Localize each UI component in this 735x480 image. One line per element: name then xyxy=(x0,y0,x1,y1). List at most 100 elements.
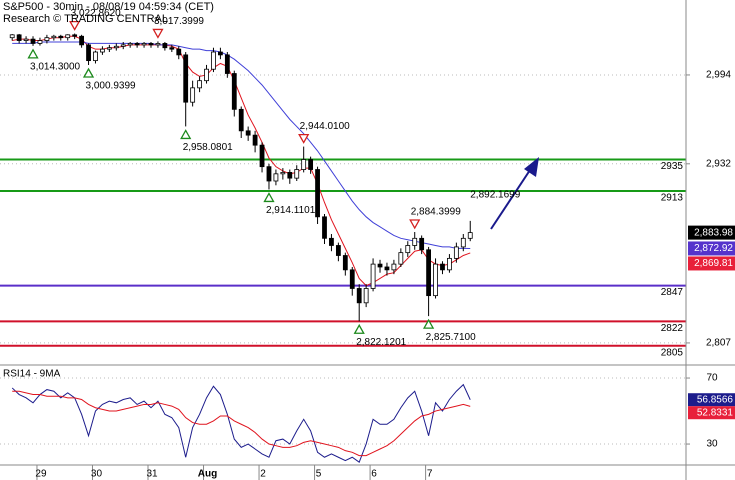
marks-layer xyxy=(9,20,473,463)
candle-body xyxy=(169,47,175,50)
low-marker xyxy=(263,192,275,203)
indicator-title: RSI14 - 9MA xyxy=(3,369,61,380)
candle-body xyxy=(419,237,425,251)
candle-body xyxy=(335,245,341,256)
candle-body xyxy=(377,263,383,268)
candle-body xyxy=(224,54,230,74)
candle-body xyxy=(349,269,355,289)
low-marker xyxy=(180,129,192,140)
annotation-label: 3,022.8620 xyxy=(71,8,121,19)
annotation-label: 2,944.0100 xyxy=(300,121,350,132)
annotation-label: 2,822.1201 xyxy=(356,337,406,348)
x-tick-label: 7 xyxy=(427,469,433,480)
candle-body xyxy=(384,266,390,271)
level-label: 2847 xyxy=(661,287,684,298)
indicator-tag-label: 52.8331 xyxy=(697,407,734,418)
candle-body xyxy=(238,108,244,132)
level-label: 2913 xyxy=(661,193,684,204)
annotation-label: 2,892.1699 xyxy=(470,190,520,201)
candle-body xyxy=(363,288,369,304)
price-tag xyxy=(688,241,735,256)
indicator-tag xyxy=(688,393,735,407)
level-label: 2822 xyxy=(661,323,684,334)
indicator-line xyxy=(12,390,471,457)
candle-body xyxy=(329,237,334,246)
price-tag-label: 2,872.92 xyxy=(694,243,733,254)
annotation-label: 3,000.9399 xyxy=(86,81,136,92)
candle-body xyxy=(412,237,418,246)
candle-body xyxy=(148,43,154,46)
arrow-shaft xyxy=(490,166,533,230)
candle-body xyxy=(134,43,140,46)
low-marker xyxy=(82,67,95,78)
candle-body xyxy=(342,255,348,271)
candle-body xyxy=(190,87,196,103)
annotation-label: 2,958.0801 xyxy=(183,142,233,153)
candle-body xyxy=(287,171,293,179)
high-marker xyxy=(69,20,81,31)
candle-body xyxy=(162,43,168,49)
high-marker xyxy=(152,28,164,39)
candle-body xyxy=(467,232,473,239)
candle-body xyxy=(370,263,376,289)
candle-body xyxy=(308,159,314,170)
y-tick-label: 30 xyxy=(706,439,718,450)
candle-body xyxy=(176,48,182,56)
candle-body xyxy=(440,263,445,271)
candle-body xyxy=(197,80,202,89)
chart-subtitle: Research © TRADING CENTRAL xyxy=(3,13,168,25)
candle-body xyxy=(280,171,286,175)
candle-body xyxy=(301,159,307,170)
annotation-label: 2,884.3999 xyxy=(411,207,461,218)
candle-body xyxy=(86,44,91,62)
candle-body xyxy=(315,169,320,218)
high-marker xyxy=(409,219,421,230)
chart-title: S&P500 - 30min - 08/08/19 04:59:34 (CET) xyxy=(3,1,214,13)
candle-body xyxy=(9,34,15,39)
candle-body xyxy=(65,34,71,39)
x-tick-label: 29 xyxy=(35,469,47,480)
candle-body xyxy=(460,237,466,248)
candle-body xyxy=(217,51,223,56)
candle-body xyxy=(100,48,105,53)
level-label: 2805 xyxy=(661,347,684,358)
candle-body xyxy=(398,252,404,265)
price-tag xyxy=(688,225,735,240)
y-tick-label: 2,807 xyxy=(706,338,731,349)
annotation-label: 2,914.1101 xyxy=(266,205,316,216)
annotation-label: 3,017.3999 xyxy=(154,16,204,27)
candle-body xyxy=(453,246,459,259)
candle-body xyxy=(127,43,133,46)
candle-body xyxy=(58,35,64,39)
candle-body xyxy=(405,245,411,254)
y-tick-label: 2,994 xyxy=(706,70,731,81)
candle-body xyxy=(155,43,161,46)
candle-body xyxy=(30,38,36,44)
candle-body xyxy=(16,34,22,41)
indicator-tag-label: 56.8566 xyxy=(697,394,734,405)
candle-body xyxy=(93,51,98,62)
x-tick-label: 31 xyxy=(146,469,158,480)
candle-body xyxy=(106,47,112,50)
low-marker xyxy=(422,318,435,329)
x-tick-label: 5 xyxy=(316,469,322,480)
x-tick-label: 6 xyxy=(371,469,377,480)
candle-body xyxy=(231,73,237,110)
indicator-tag xyxy=(688,406,735,420)
high-marker xyxy=(298,133,310,144)
annotation-label: 2,825.7100 xyxy=(426,332,476,343)
candle-body xyxy=(120,44,126,47)
candle-body xyxy=(23,38,29,41)
candle-body xyxy=(79,35,84,46)
price-tag-label: 2,883.98 xyxy=(694,227,733,238)
candle-body xyxy=(72,34,78,37)
candle-body xyxy=(322,216,327,239)
candle-body xyxy=(245,130,251,136)
candle-body xyxy=(211,51,216,70)
trend-arrow xyxy=(490,157,539,230)
price-tag xyxy=(688,256,735,271)
x-tick-label: 2 xyxy=(260,469,266,480)
x-tick-label: 30 xyxy=(91,469,103,480)
